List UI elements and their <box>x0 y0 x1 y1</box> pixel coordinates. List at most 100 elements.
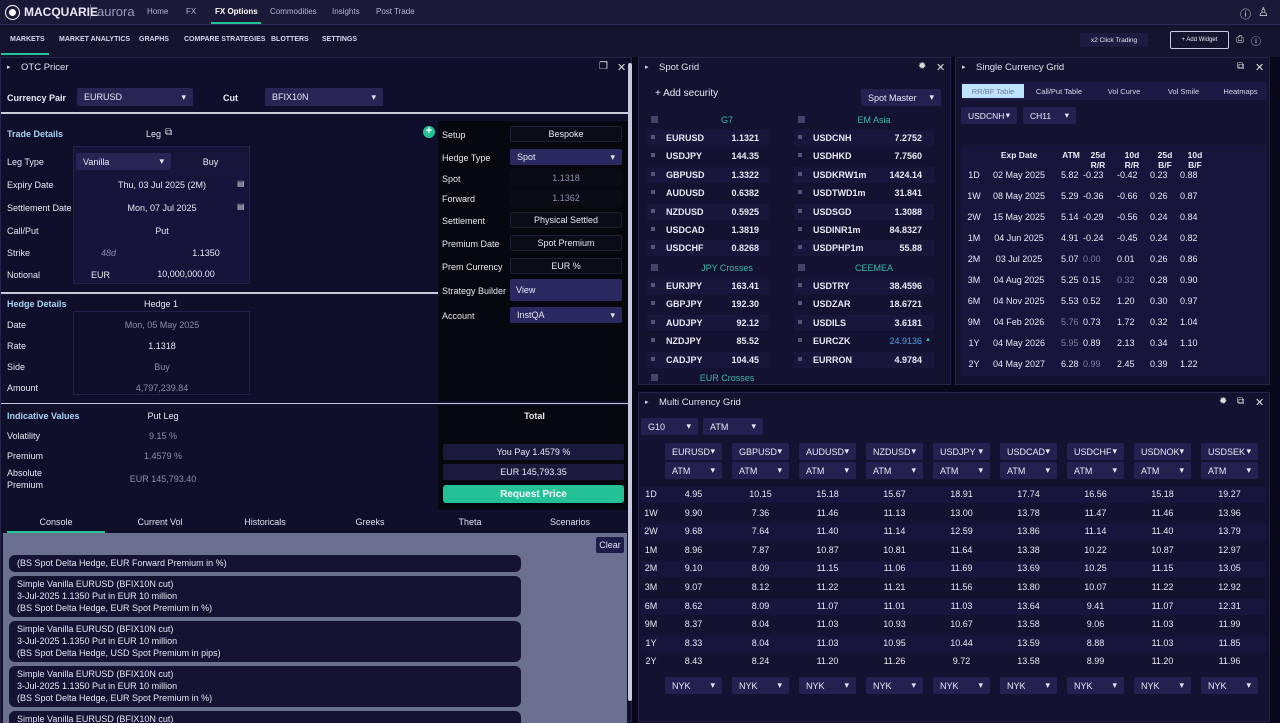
grid-cell[interactable]: 11.22 <box>816 582 839 592</box>
subnav-market-analytics[interactable]: MARKET ANALYTICS <box>59 36 131 43</box>
spot-row[interactable]: CADJPY 104.45 <box>647 351 769 368</box>
grid-cell[interactable]: 0.01 <box>1117 254 1135 264</box>
grid-cell[interactable]: 11.96 <box>1218 656 1241 667</box>
grid-cell[interactable]: 11.03 <box>1151 637 1174 648</box>
click-trading-toggle[interactable]: x2 Click Trading <box>1080 33 1148 47</box>
pair-select[interactable]: USDSEK ▾ <box>1201 443 1258 460</box>
spot-row[interactable]: USDTWD1m 31.841 <box>794 185 934 201</box>
spot-rate[interactable]: 144.35 <box>731 151 759 162</box>
spot-rate[interactable]: 31.841 <box>894 188 922 199</box>
grid-cell[interactable]: 11.21 <box>883 582 906 592</box>
column-measure-select[interactable]: ATM ▾ <box>866 462 923 479</box>
grid-cell[interactable]: 13.58 <box>1017 619 1040 630</box>
pair-select[interactable]: USDCNH ▾ <box>961 107 1017 124</box>
grid-cell[interactable]: -0.24 <box>1083 233 1104 243</box>
setup-field[interactable]: Bespoke <box>510 126 622 142</box>
grid-cell[interactable]: 0.23 <box>1150 170 1168 180</box>
cut-select[interactable]: NYK ▾ <box>799 677 856 694</box>
buy-sell-toggle[interactable]: Buy <box>173 153 248 170</box>
clear-console-button[interactable]: Clear <box>596 537 624 553</box>
grid-cell[interactable]: 2.13 <box>1117 338 1135 348</box>
spot-rate[interactable]: 104.45 <box>731 354 759 365</box>
spot-rate[interactable]: 4.9784 <box>894 354 922 365</box>
cut-select[interactable]: NYK ▾ <box>1067 677 1124 694</box>
grid-cell[interactable]: 13.38 <box>1017 544 1040 555</box>
grid-cell[interactable]: 8.88 <box>1086 637 1105 648</box>
tab-greeks[interactable]: Greeks <box>355 517 385 527</box>
copy-leg-icon[interactable]: ⧉ <box>165 127 173 138</box>
grid-cell[interactable]: 11.14 <box>1084 526 1107 537</box>
settlement-field[interactable]: Physical Settled <box>510 212 622 228</box>
grid-cell[interactable]: 5.95 <box>1061 338 1079 348</box>
grid-cell[interactable]: 11.15 <box>1151 563 1174 574</box>
grid-cell[interactable]: 11.03 <box>1151 619 1174 630</box>
tab-heatmaps[interactable]: Heatmaps <box>1223 86 1258 96</box>
spot-row[interactable]: USDPHP1m 55.88 <box>794 240 934 257</box>
grid-cell[interactable]: 11.13 <box>883 507 906 518</box>
spot-rate[interactable]: 192.30 <box>731 299 759 310</box>
spot-rate[interactable]: 0.8268 <box>731 243 759 254</box>
grid-cell[interactable]: 7.64 <box>751 526 770 537</box>
spot-rate[interactable]: 55.88 <box>899 243 922 254</box>
call-put-toggle[interactable]: Put <box>155 226 169 236</box>
grid-cell[interactable]: -0.42 <box>1117 170 1138 180</box>
calendar-icon[interactable]: ▤ <box>237 179 245 188</box>
group-toggle-icon[interactable] <box>798 264 805 271</box>
grid-cell[interactable]: 5.53 <box>1061 296 1079 306</box>
group-toggle-icon[interactable] <box>798 116 805 123</box>
spot-row[interactable]: NZDUSD 0.5925 <box>647 203 769 220</box>
pair-select[interactable]: GBPUSD ▾ <box>732 443 789 460</box>
grid-cell[interactable]: 8.96 <box>684 544 703 555</box>
grid-cell[interactable]: 12.92 <box>1218 582 1241 592</box>
grid-cell[interactable]: 1.20 <box>1117 296 1135 306</box>
grid-cell[interactable]: 7.87 <box>751 544 770 555</box>
column-measure-select[interactable]: ATM ▾ <box>1067 462 1124 479</box>
tab-theta[interactable]: Theta <box>458 517 482 527</box>
column-measure-select[interactable]: ATM ▾ <box>732 462 789 479</box>
pair-select[interactable]: EURUSD ▾ <box>665 443 722 460</box>
grid-cell[interactable]: 11.40 <box>1151 526 1174 537</box>
grid-cell[interactable]: 8.24 <box>751 656 770 667</box>
grid-cell[interactable]: 13.96 <box>1218 507 1241 518</box>
grid-cell[interactable]: 5.14 <box>1061 212 1079 222</box>
cut-select[interactable]: BFIX10N ▾ <box>265 88 383 106</box>
grid-cell[interactable]: 10.22 <box>1084 544 1107 555</box>
grid-cell[interactable]: 9.10 <box>684 563 703 574</box>
cut-select[interactable]: NYK ▾ <box>1134 677 1191 694</box>
subnav-compare-strategies[interactable]: COMPARE STRATEGIES <box>184 36 266 43</box>
grid-cell[interactable]: 13.59 <box>1017 637 1040 648</box>
pair-select[interactable]: USDCHF ▾ <box>1067 443 1124 460</box>
cut-select[interactable]: CH11 ▾ <box>1023 107 1076 124</box>
spot-rate[interactable]: 1.3819 <box>731 225 759 235</box>
grid-cell[interactable]: 11.06 <box>883 563 906 574</box>
grid-cell[interactable]: 8.43 <box>684 656 703 667</box>
grid-cell[interactable]: 8.09 <box>751 600 770 611</box>
grid-cell[interactable]: 0.82 <box>1180 233 1198 243</box>
cut-select[interactable]: NYK ▾ <box>1000 677 1057 694</box>
grid-cell[interactable]: 8.37 <box>684 619 703 630</box>
grid-cell[interactable]: 10.81 <box>883 544 906 555</box>
grid-cell[interactable]: 0.87 <box>1180 191 1198 201</box>
spot-rate[interactable]: 163.41 <box>731 281 759 291</box>
grid-cell[interactable]: 5.07 <box>1061 254 1079 264</box>
subnav-markets[interactable]: MARKETS <box>10 36 45 43</box>
spot-row[interactable]: EURRON 4.9784 <box>794 351 934 368</box>
grid-cell[interactable]: 0.32 <box>1117 275 1135 285</box>
grid-cell[interactable]: 19.27 <box>1218 489 1241 499</box>
grid-cell[interactable]: 9.72 <box>952 656 971 667</box>
grid-cell[interactable]: 0.73 <box>1083 317 1101 327</box>
spot-rate[interactable]: 7.7560 <box>894 151 922 162</box>
group-select[interactable]: G10 ▾ <box>641 418 698 435</box>
grid-cell[interactable]: 6.28 <box>1061 359 1079 369</box>
settings-icon[interactable]: ✹ <box>918 61 927 72</box>
grid-cell[interactable]: 9.06 <box>1086 619 1105 630</box>
close-icon[interactable]: ✕ <box>617 62 627 74</box>
grid-cell[interactable]: 11.64 <box>950 544 973 555</box>
leg-type-select[interactable]: Vanilla ▾ <box>76 153 171 170</box>
grid-cell[interactable]: -0.56 <box>1117 212 1138 222</box>
grid-cell[interactable]: 13.05 <box>1218 563 1241 574</box>
grid-cell[interactable]: 0.86 <box>1180 254 1198 264</box>
grid-cell[interactable]: 11.47 <box>1084 507 1107 518</box>
spot-rate[interactable]: 92.12 <box>736 317 759 328</box>
cut-select[interactable]: NYK ▾ <box>1201 677 1258 694</box>
